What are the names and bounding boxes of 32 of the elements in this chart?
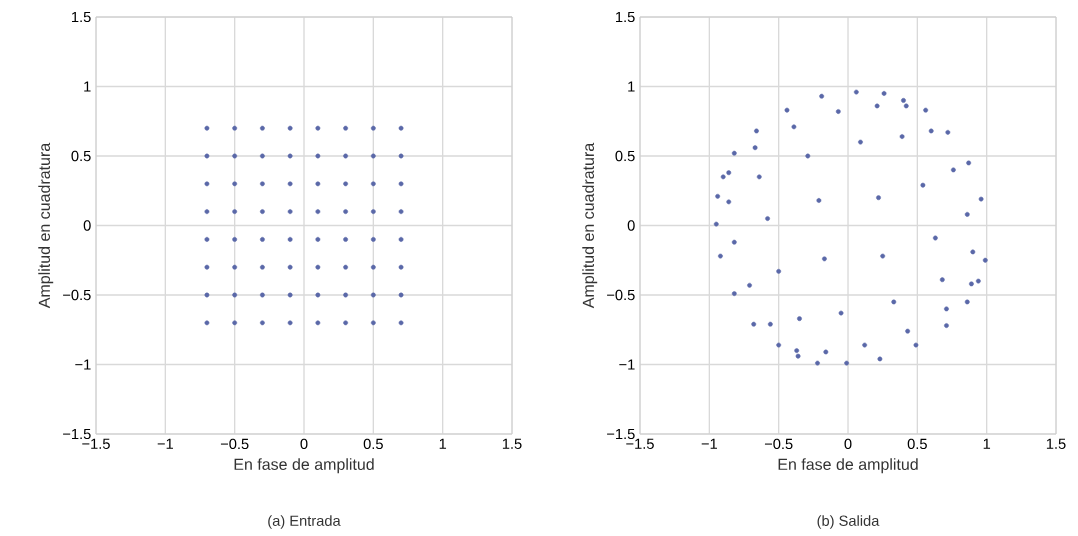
text: (a) Entrada	[268, 515, 341, 529]
y-tick-label: −1	[75, 359, 91, 370]
y-tick-label: 0	[83, 220, 91, 231]
y-tick-label: −0.5	[63, 289, 91, 301]
x-tick-label: 0	[844, 438, 852, 450]
x-tick-label: 1	[983, 438, 991, 449]
text: (b) Salida	[817, 515, 880, 529]
x-tick-label: −1	[701, 438, 717, 449]
x-tick-label: 0	[300, 438, 308, 450]
y-tick-label: 1	[628, 81, 635, 92]
x-tick-label: −0.5	[764, 438, 793, 450]
y-tick-label: 1.5	[616, 11, 635, 23]
y-tick-label: −1	[619, 359, 635, 370]
x-tick-label: 0.5	[907, 438, 927, 450]
x-tick-label: 1	[439, 438, 447, 449]
x-axis-title: En fase de amplitud	[778, 458, 918, 474]
x-tick-label: 1.5	[1046, 438, 1066, 449]
y-tick-label: −0.5	[607, 289, 635, 301]
x-tick-label: 1.5	[502, 438, 522, 449]
y-tick-label: 0.5	[71, 150, 91, 162]
x-tick-label: −0.5	[220, 438, 249, 450]
x-tick-label: −1	[157, 438, 173, 449]
y-tick-label: 1.5	[72, 11, 91, 23]
x-axis-title: En fase de amplitud	[234, 458, 374, 474]
y-axis-title: Amplitud en cuadratura	[582, 142, 598, 309]
y-tick-label: 0	[627, 220, 635, 231]
y-tick-label: 1	[84, 81, 91, 92]
y-tick-label: −1.5	[607, 428, 635, 440]
y-axis-title: Amplitud en cuadratura	[38, 142, 54, 309]
x-tick-label: 0.5	[363, 438, 383, 450]
y-tick-label: 0.5	[615, 150, 635, 162]
y-tick-label: −1.5	[63, 428, 91, 440]
